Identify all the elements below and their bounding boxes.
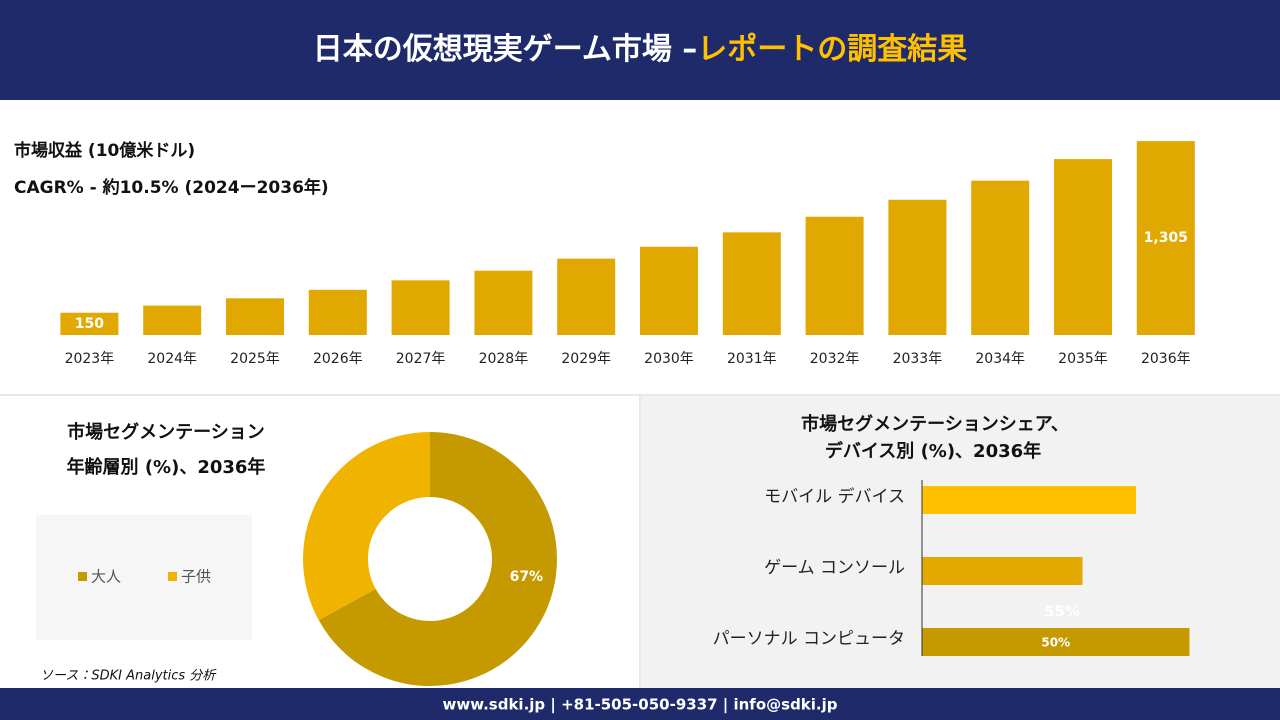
legend-swatch [78, 572, 87, 581]
donut-slice [303, 432, 430, 621]
bar [640, 246, 698, 335]
bar [1054, 159, 1112, 335]
x-tick-label: 2036年 [1141, 351, 1191, 367]
x-tick-label: 2034年 [975, 351, 1025, 367]
annotation: 55% [1044, 603, 1080, 621]
bar [143, 305, 202, 335]
donut-slice [318, 432, 557, 686]
bar [922, 486, 1136, 514]
bar [922, 557, 1083, 585]
x-tick-label: 2031年 [727, 351, 777, 367]
footer-band [0, 688, 1280, 720]
x-tick-label: 2027年 [396, 351, 446, 367]
bar [805, 216, 864, 335]
header-title: 日本の仮想現実ゲーム市場 –レポートの調査結果 [313, 32, 968, 67]
x-tick-label: 2023年 [65, 351, 115, 367]
chart-title: デバイス別 (%)、2036年 [825, 440, 1041, 462]
bar [226, 298, 284, 335]
x-tick-label: 2035年 [1058, 351, 1108, 367]
title-highlight: レポートの調査結果 [697, 32, 967, 67]
bar [722, 232, 781, 335]
source-note: ソース：SDKI Analytics 分析 [40, 669, 217, 684]
x-tick-label: 2033年 [893, 351, 943, 367]
x-tick-label: 2024年 [147, 351, 197, 367]
data-label: 150 [75, 316, 104, 332]
legend-label: 子供 [181, 568, 211, 586]
header-band [0, 0, 1280, 100]
x-tick-label: 2028年 [479, 351, 529, 367]
legend-swatch [168, 572, 177, 581]
x-tick-label: 2030年 [644, 351, 694, 367]
bar [1136, 141, 1195, 335]
x-tick-label: 2026年 [313, 351, 363, 367]
legend-box [36, 515, 252, 640]
chart-title: 市場収益 (10億米ドル) [14, 140, 195, 161]
x-tick-label: 2032年 [810, 351, 860, 367]
y-tick-label: パーソナル コンピュータ [713, 629, 905, 649]
title-main: 日本の仮想現実ゲーム市場 – [313, 32, 698, 67]
chart-title: 年齢層別 (%)、2036年 [67, 456, 266, 478]
y-tick-label: モバイル デバイス [764, 486, 905, 507]
bar [888, 199, 947, 335]
y-tick-label: ゲーム コンソール [764, 558, 905, 578]
x-tick-label: 2025年 [230, 351, 280, 367]
chart-title: 市場セグメンテーションシェア、 [801, 413, 1069, 435]
bar [971, 180, 1030, 335]
bar [557, 258, 616, 335]
bar [391, 280, 450, 335]
bar [308, 289, 367, 335]
chart-title: 市場セグメンテーション [67, 421, 265, 443]
data-label: 50% [1041, 636, 1070, 650]
data-label: 67% [510, 569, 544, 585]
chart-subtitle: CAGR% - 約10.5% (2024ー2036年) [14, 177, 329, 198]
x-tick-label: 2029年 [561, 351, 611, 367]
bar [60, 312, 119, 335]
footer-contact: www.sdki.jp | +81-505-050-9337 | info@sd… [442, 696, 837, 715]
data-label: 1,305 [1144, 230, 1188, 246]
bar [474, 270, 533, 335]
bar [922, 628, 1190, 656]
legend-label: 大人 [91, 568, 121, 586]
